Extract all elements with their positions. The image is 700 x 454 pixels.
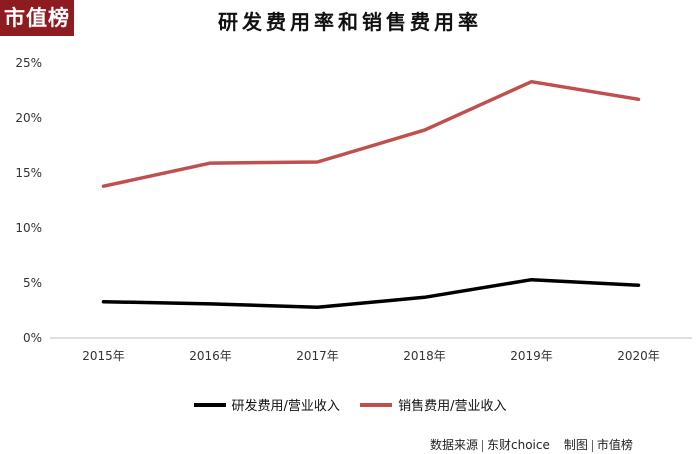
legend-swatch-sales: [360, 402, 393, 407]
made-by-label: 制图: [563, 438, 588, 452]
made-by-name: 市值榜: [596, 438, 633, 452]
legend-item-rd: 研发费用/营业收入: [193, 395, 340, 414]
x-tick-label: 2016年: [189, 349, 232, 363]
source-note: 数据来源 东财choice 制图 市值榜: [430, 436, 633, 453]
y-tick-label: 10%: [15, 221, 42, 235]
x-tick-label: 2019年: [510, 349, 553, 363]
x-tick-label: 2018年: [403, 349, 446, 363]
series-line-1: [101, 79, 641, 188]
legend-label-rd: 研发费用/营业收入: [231, 399, 340, 414]
x-tick-label: 2015年: [82, 349, 125, 363]
y-tick-label: 25%: [15, 56, 42, 70]
legend-swatch-rd: [193, 402, 226, 407]
y-tick-label: 0%: [23, 331, 42, 345]
legend-item-sales: 销售费用/营业收入: [360, 395, 506, 414]
y-tick-label: 5%: [23, 276, 42, 290]
y-tick-label: 20%: [15, 111, 42, 125]
source-label: 数据来源: [430, 438, 479, 452]
x-tick-label: 2017年: [296, 349, 339, 363]
chart-legend: 研发费用/营业收入 销售费用/营业收入: [0, 395, 700, 414]
y-tick-label: 15%: [15, 166, 42, 180]
legend-label-sales: 销售费用/营业收入: [398, 399, 507, 414]
brand-logo: 市值榜: [0, 0, 74, 36]
x-tick-label: 2020年: [617, 349, 660, 363]
source-divider: [482, 439, 484, 452]
series-line-0: [101, 277, 641, 309]
made-by-divider: [591, 439, 593, 452]
chart-title: 研发费用率和销售费用率: [218, 10, 482, 34]
source-provider: 东财choice: [487, 438, 550, 452]
